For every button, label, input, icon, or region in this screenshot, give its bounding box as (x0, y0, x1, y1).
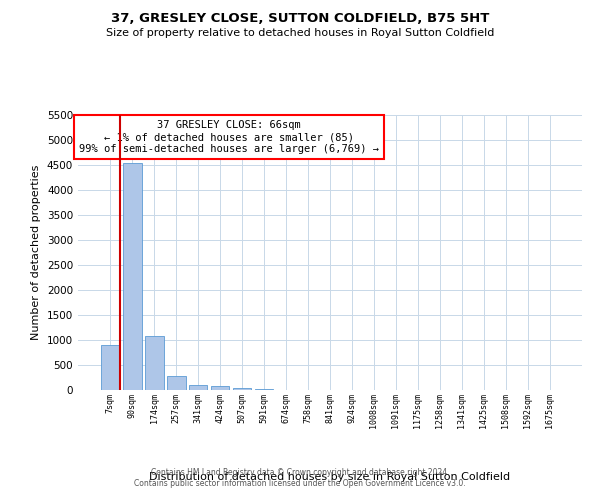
Text: Size of property relative to detached houses in Royal Sutton Coldfield: Size of property relative to detached ho… (106, 28, 494, 38)
Y-axis label: Number of detached properties: Number of detached properties (31, 165, 41, 340)
Bar (167, 376, 185, 390)
Text: 37 GRESLEY CLOSE: 66sqm
← 1% of detached houses are smaller (85)
99% of semi-det: 37 GRESLEY CLOSE: 66sqm ← 1% of detached… (79, 120, 379, 154)
Bar (101, 345, 119, 390)
Bar (233, 388, 251, 390)
Bar (211, 386, 229, 390)
Bar (145, 336, 164, 390)
Text: Contains HM Land Registry data © Crown copyright and database right 2024.
Contai: Contains HM Land Registry data © Crown c… (134, 468, 466, 487)
Bar (255, 389, 274, 390)
X-axis label: Distribution of detached houses by size in Royal Sutton Coldfield: Distribution of detached houses by size … (149, 472, 511, 482)
Bar (189, 385, 208, 390)
Bar (123, 162, 142, 390)
Text: 37, GRESLEY CLOSE, SUTTON COLDFIELD, B75 5HT: 37, GRESLEY CLOSE, SUTTON COLDFIELD, B75… (111, 12, 489, 26)
